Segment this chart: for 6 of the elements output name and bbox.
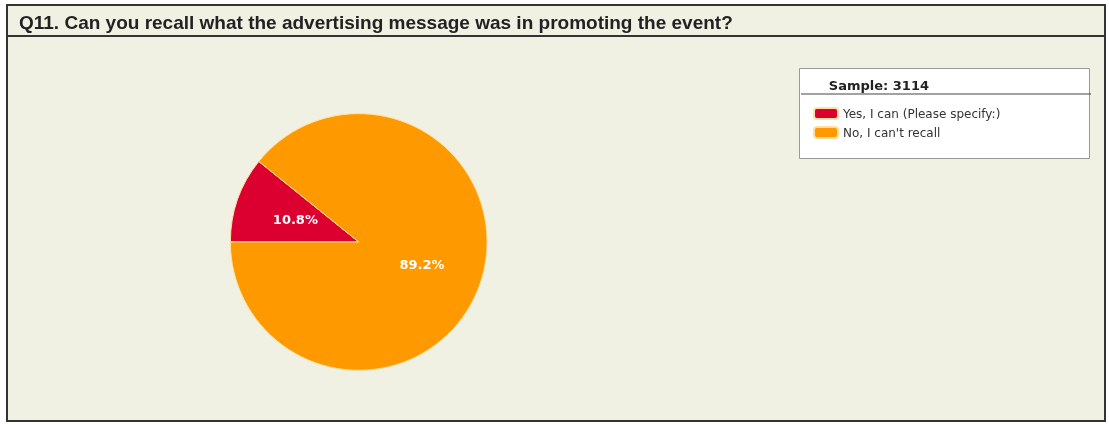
data-label: 89.2% (399, 256, 445, 272)
data-label: 10.8% (272, 212, 318, 228)
chart-title: Q11. Can you recall what the advertising message was in promoting the event? (19, 12, 733, 33)
legend-label: Yes, I can (Please specify:) (842, 106, 1001, 121)
legend-title: Sample: 3114 (828, 78, 930, 93)
legend-label: No, I can't recall (843, 125, 941, 140)
